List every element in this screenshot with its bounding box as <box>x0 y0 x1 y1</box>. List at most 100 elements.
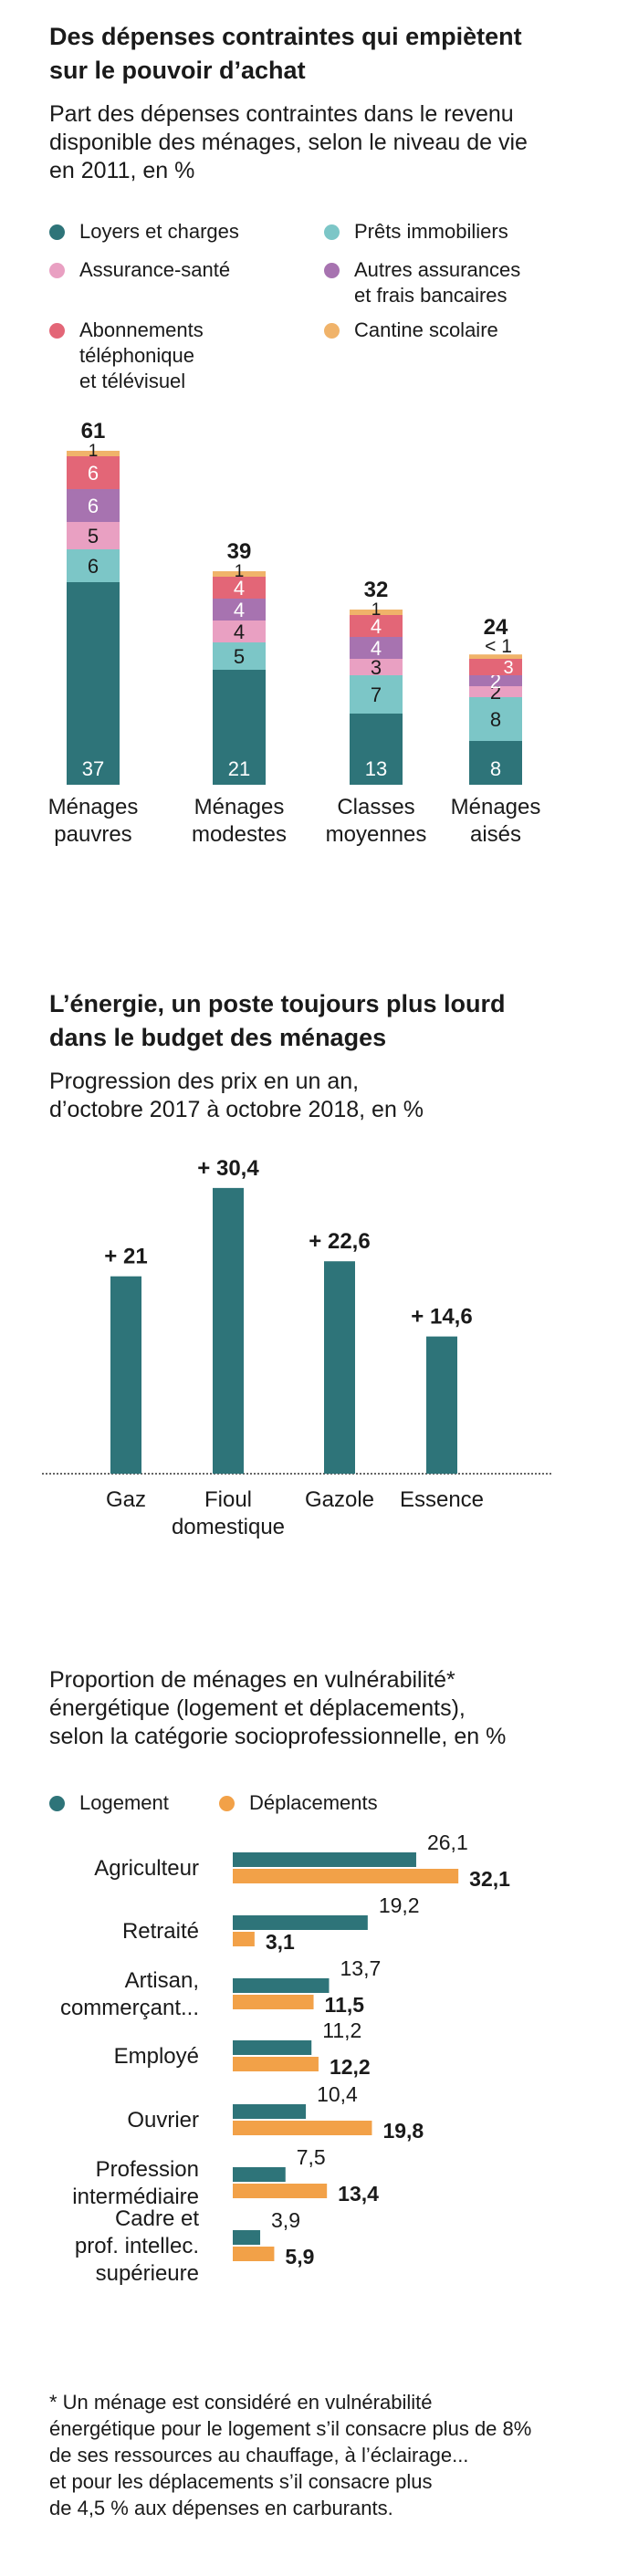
legend-label: Déplacements <box>249 1791 378 1814</box>
legend-label: Cantine scolaire <box>354 318 498 341</box>
data-label: 7,5 <box>297 2145 326 2169</box>
section3-subtitle: Proportion de ménages en vulnérabilité* … <box>49 1667 507 1749</box>
data-label: 4 <box>234 577 245 600</box>
data-label: 3 <box>503 658 513 678</box>
total-label: 39 <box>227 539 252 564</box>
category-label: Artisan, commerçant... <box>60 1968 199 2020</box>
total-label: 32 <box>364 578 389 602</box>
bar-deplacements <box>233 1932 255 1946</box>
bar-segment <box>213 599 266 621</box>
circle-icon <box>324 224 340 240</box>
legend-label: Autres assurances et frais bancaires <box>354 258 521 307</box>
bar-segment <box>350 675 403 714</box>
horizontal-bar-chart: Agriculteur 26,132,1 Retraité 19,2 3,1 Artisa… <box>60 1830 510 2286</box>
circle-icon <box>49 323 65 339</box>
section2-title: L’énergie, un poste toujours plus lourd … <box>49 990 506 1051</box>
data-label: + 22,6 <box>309 1229 370 1254</box>
data-label: 11,5 <box>325 1993 365 2017</box>
bar-segment <box>67 582 120 785</box>
data-label: + 14,6 <box>411 1305 472 1330</box>
section1-subtitle: Part des dépenses contraintes dans le re… <box>49 101 528 183</box>
bar-segment <box>67 489 120 522</box>
data-label: 8 <box>490 708 501 731</box>
legend-label: Loyers et charges <box>79 220 239 243</box>
footnote: * Un ménage est considéré en vulnérabili… <box>49 2391 532 2519</box>
data-label: 1 <box>235 562 245 581</box>
bar-segment <box>213 670 266 785</box>
bar-segment <box>67 456 120 489</box>
data-label: 1 <box>372 600 382 620</box>
bar-segment <box>350 610 403 615</box>
bar-deplacements <box>233 2121 372 2135</box>
circle-icon <box>49 224 65 240</box>
bar-segment <box>350 615 403 637</box>
bar-segment <box>469 659 522 675</box>
section1-title: Des dépenses contraintes qui empiètent s… <box>49 23 522 84</box>
bar <box>426 1336 457 1474</box>
bar-segment <box>213 577 266 599</box>
category-label: Employé <box>114 2044 199 2069</box>
bar-logement <box>233 2167 286 2182</box>
bar-segment <box>67 451 120 456</box>
data-label: < 1 <box>485 636 512 657</box>
data-label: 11,2 <box>322 2018 361 2042</box>
bar-segment <box>469 697 522 741</box>
data-label: 4 <box>371 615 382 638</box>
bar-deplacements <box>233 1995 314 2009</box>
category-label: Ménages aisés <box>451 795 541 847</box>
data-label: 3 <box>371 656 382 679</box>
data-label: 10,4 <box>317 2082 358 2106</box>
category-label: Classes moyennes <box>326 795 427 847</box>
data-label: 12,2 <box>330 2055 371 2079</box>
bar <box>213 1187 244 1474</box>
data-label: 13,7 <box>340 1956 381 1980</box>
circle-icon <box>219 1796 235 1811</box>
bar <box>110 1276 141 1474</box>
data-label: 4 <box>371 637 382 660</box>
bar-segment <box>213 642 266 670</box>
category-label: Fioul domestique <box>172 1487 285 1539</box>
legend-label: Prêts immobiliers <box>354 220 508 243</box>
legend-label: Assurance-santé <box>79 258 231 281</box>
data-label: 21 <box>228 757 250 780</box>
total-label: 24 <box>484 615 508 640</box>
bar-deplacements <box>233 2247 275 2261</box>
data-label: 2 <box>490 670 501 693</box>
data-label: 5 <box>234 645 245 668</box>
bar-logement <box>233 1915 368 1930</box>
bar-logement <box>233 2230 261 2245</box>
total-label: 61 <box>81 419 106 443</box>
data-label: 4 <box>234 621 245 643</box>
bar-segment <box>213 621 266 642</box>
bar-logement <box>233 2040 312 2055</box>
energy-bar-chart: + 21 Gaz + 30,4 Fioul domestique + 22,6 Gazole… <box>42 1156 553 1539</box>
bar-segment <box>67 549 120 582</box>
circle-icon <box>324 263 340 278</box>
data-label: 8 <box>490 757 501 780</box>
bar-segment <box>469 686 522 697</box>
data-label: 32,1 <box>469 1867 510 1891</box>
data-label: 1 <box>89 442 99 461</box>
data-label: 3,1 <box>266 1930 295 1954</box>
bar-logement <box>233 1852 416 1867</box>
data-label: 3,9 <box>271 2208 300 2232</box>
legend-label: Logement <box>79 1791 169 1814</box>
data-label: 13 <box>365 757 387 780</box>
data-label: 37 <box>82 757 104 780</box>
bar-deplacements <box>233 2184 328 2198</box>
data-label: + 30,4 <box>197 1156 259 1181</box>
data-label: 5,9 <box>285 2245 314 2268</box>
legend-label: Abonnements téléphonique et télévisuel <box>79 318 204 392</box>
data-label: 5 <box>88 525 99 548</box>
bar-segment <box>350 714 403 785</box>
data-label: 13,4 <box>338 2182 379 2206</box>
data-label: 26,1 <box>427 1830 468 1854</box>
data-label: 2 <box>490 681 501 704</box>
category-label: Ouvrier <box>127 2108 199 2133</box>
data-label: 19,2 <box>379 1893 420 1917</box>
data-label: 4 <box>234 599 245 621</box>
circle-icon <box>49 263 65 278</box>
bar-segment <box>469 741 522 785</box>
category-label: Ménages modestes <box>192 795 287 847</box>
